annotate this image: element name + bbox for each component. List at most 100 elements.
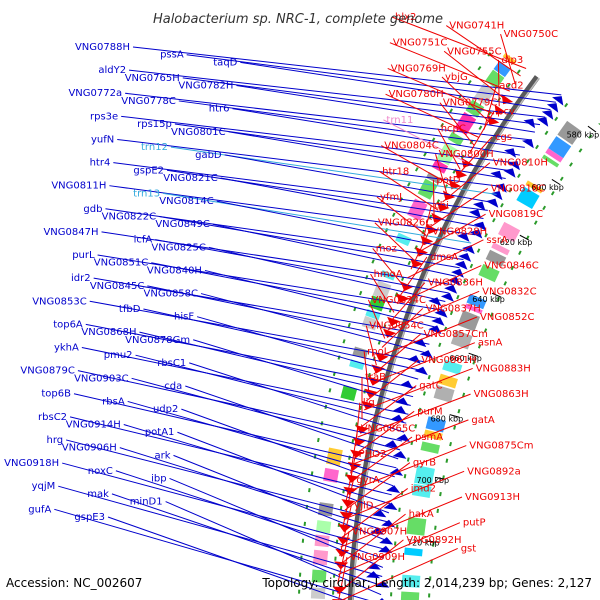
gene-label-gyra[interactable]: gyrA — [356, 475, 379, 486]
gene-label-vng0826c[interactable]: VNG0826C — [378, 218, 433, 229]
gene-label-gst[interactable]: gst — [461, 543, 477, 554]
gene-label-ssra[interactable]: ssrA — [486, 235, 508, 246]
gene-label-vng0846c[interactable]: VNG0846C — [484, 261, 539, 272]
gene-label-vng0909h[interactable]: VNG0909H — [350, 552, 405, 563]
gene-label-vng0825c[interactable]: VNG0825C — [151, 242, 206, 253]
gene-label-vng0907h[interactable]: VNG0907H — [352, 526, 407, 537]
gene-label-chi[interactable]: chi — [434, 201, 449, 212]
gene-label-vng0883h[interactable]: VNG0883H — [476, 363, 531, 374]
gene-label-vng0853c[interactable]: VNG0853C — [32, 296, 87, 307]
gene-label-gspe2[interactable]: gspE2 — [133, 165, 164, 176]
gene-label-vng0847h[interactable]: VNG0847H — [43, 227, 98, 238]
gene-label-ark[interactable]: ark — [154, 450, 170, 461]
gene-label-pssa[interactable]: pssA — [160, 50, 184, 61]
gene-label-hlx2[interactable]: hlx2 — [395, 12, 416, 23]
gene-label-vng0788h[interactable]: VNG0788H — [75, 42, 130, 53]
gene-label-vng0834c[interactable]: VNG0834C — [371, 295, 426, 306]
gene-label-vng0751c[interactable]: VNG0751C — [393, 38, 448, 49]
gene-label-pmu2[interactable]: pmu2 — [104, 350, 133, 361]
gene-label-purl[interactable]: purL — [72, 250, 95, 261]
gene-label-vng0903c[interactable]: VNG0903C — [74, 373, 129, 384]
gene-label-vng0861h[interactable]: VNG0861H — [421, 355, 476, 366]
gene-label-moz[interactable]: moz — [376, 243, 397, 254]
gene-label-vng0845c[interactable]: VNG0845C — [90, 281, 145, 292]
gene-label-vng0878gm[interactable]: VNG0878Gm — [125, 335, 190, 346]
gene-label-imd2[interactable]: imd2 — [411, 483, 436, 494]
gene-label-purm[interactable]: purM — [417, 406, 442, 417]
gene-label-vng0914h[interactable]: VNG0914H — [66, 420, 121, 431]
gene-label-pota1[interactable]: potA1 — [145, 427, 175, 438]
gene-label-gufa[interactable]: gufA — [28, 504, 51, 515]
gene-label-vng0741h[interactable]: VNG0741H — [449, 21, 504, 32]
gene-label-yufn[interactable]: yufN — [91, 134, 114, 145]
gene-label-yqjm[interactable]: yqjM — [32, 481, 56, 492]
gene-label-trab[interactable]: traB — [365, 372, 386, 383]
gene-label-vng0819c[interactable]: VNG0819C — [489, 209, 544, 220]
rna-label-trn12[interactable]: trn12 — [141, 142, 168, 153]
gene-label-vng0814c[interactable]: VNG0814C — [159, 196, 214, 207]
gene-label-rbsc1[interactable]: rbsC1 — [157, 358, 186, 369]
gene-label-yjld[interactable]: yjlD — [354, 501, 373, 512]
gene-label-rps15p[interactable]: rps15p — [137, 119, 172, 130]
gene-label-htr4[interactable]: htr4 — [90, 158, 111, 169]
gene-label-htr6[interactable]: htr6 — [209, 104, 230, 115]
gene-label-vng0801c[interactable]: VNG0801C — [171, 127, 226, 138]
gene-label-gspe3[interactable]: gspE3 — [74, 512, 105, 523]
gene-label-vng0828h[interactable]: VNG0828H — [432, 226, 487, 237]
gene-label-cda[interactable]: cda — [164, 381, 182, 392]
gene-label-noxc[interactable]: noxC — [88, 466, 113, 477]
gene-label-ybjg[interactable]: ybjG — [445, 72, 468, 83]
gene-label-vng0836h[interactable]: VNG0836H — [428, 278, 483, 289]
gene-label-dmsa[interactable]: dmsA — [430, 252, 458, 263]
gene-label-vng0804c[interactable]: VNG0804C — [384, 141, 439, 152]
gene-label-vng0892h[interactable]: VNG0892H — [406, 535, 461, 546]
gene-label-pcv[interactable]: pcv — [497, 106, 515, 117]
gene-label-yfmj[interactable]: yfmJ — [380, 192, 402, 203]
rna-label-trn13[interactable]: trn13 — [133, 188, 160, 199]
gene-label-vng0918h[interactable]: VNG0918H — [4, 458, 59, 469]
gene-label-dip3[interactable]: dip3 — [501, 55, 523, 66]
gene-label-ibp[interactable]: ibp — [151, 473, 166, 484]
gene-label-vng0852c[interactable]: VNG0852C — [480, 312, 535, 323]
gene-label-udp2[interactable]: udp2 — [153, 404, 178, 415]
gene-label-vng0755c[interactable]: VNG0755C — [447, 46, 502, 57]
gene-label-vng0865c[interactable]: VNG0865C — [361, 423, 416, 434]
gene-label-vng0765h[interactable]: VNG0765H — [125, 73, 180, 84]
rna-label-trn11[interactable]: trn11 — [386, 115, 413, 126]
gene-label-gyrb[interactable]: gyrB — [413, 458, 436, 469]
gene-label-vng0875cm[interactable]: VNG0875Cm — [469, 441, 533, 452]
gene-label-gata[interactable]: gatA — [471, 415, 494, 426]
gene-label-hrg[interactable]: hrg — [46, 435, 63, 446]
gene-label-hmoa[interactable]: hmoA — [374, 269, 403, 280]
gene-label-vng0863h[interactable]: VNG0863H — [474, 389, 529, 400]
gene-label-cgs[interactable]: cgs — [495, 132, 512, 143]
gene-label-icfa[interactable]: icfA — [134, 235, 153, 246]
gene-label-haka[interactable]: hakA — [409, 509, 434, 520]
gene-label-putp[interactable]: putP — [463, 518, 486, 529]
gene-label-vng0811h[interactable]: VNG0811H — [51, 181, 106, 192]
gene-label-vng0868h[interactable]: VNG0868H — [81, 327, 136, 338]
gene-label-vng0822c[interactable]: VNG0822C — [102, 212, 157, 223]
gene-label-gatc[interactable]: gatC — [419, 381, 442, 392]
gene-label-vng0821c[interactable]: VNG0821C — [163, 173, 218, 184]
gene-label-vng0779c[interactable]: VNG0779C — [443, 98, 498, 109]
gene-label-rbsa[interactable]: rbsA — [102, 396, 125, 407]
gene-label-idr2[interactable]: idr2 — [71, 273, 91, 284]
gene-label-taqd[interactable]: taqD — [213, 57, 237, 68]
gene-label-potd[interactable]: potD — [436, 175, 460, 186]
gene-label-acd2[interactable]: acd2 — [499, 81, 523, 92]
gene-label-vng0750c[interactable]: VNG0750C — [504, 29, 559, 40]
gene-label-vng0780h[interactable]: VNG0780H — [389, 89, 444, 100]
gene-label-top6a[interactable]: top6A — [53, 319, 83, 330]
gene-label-hcpc[interactable]: hcpC — [441, 123, 466, 134]
gene-label-rbsc2[interactable]: rbsC2 — [38, 412, 67, 423]
gene-label-vng0810h[interactable]: VNG0810H — [493, 158, 548, 169]
gene-label-vng0879c[interactable]: VNG0879C — [20, 366, 75, 377]
gene-label-vng0832c[interactable]: VNG0832C — [482, 286, 537, 297]
gene-label-ykha[interactable]: ykhA — [54, 342, 79, 353]
gene-label-gdb[interactable]: gdb — [83, 204, 102, 215]
gene-label-htr18[interactable]: htr18 — [382, 166, 409, 177]
gene-label-lig[interactable]: lig — [363, 398, 375, 409]
gene-label-rps3e[interactable]: rps3e — [90, 111, 118, 122]
gene-label-tfbd[interactable]: tfbD — [119, 304, 141, 315]
